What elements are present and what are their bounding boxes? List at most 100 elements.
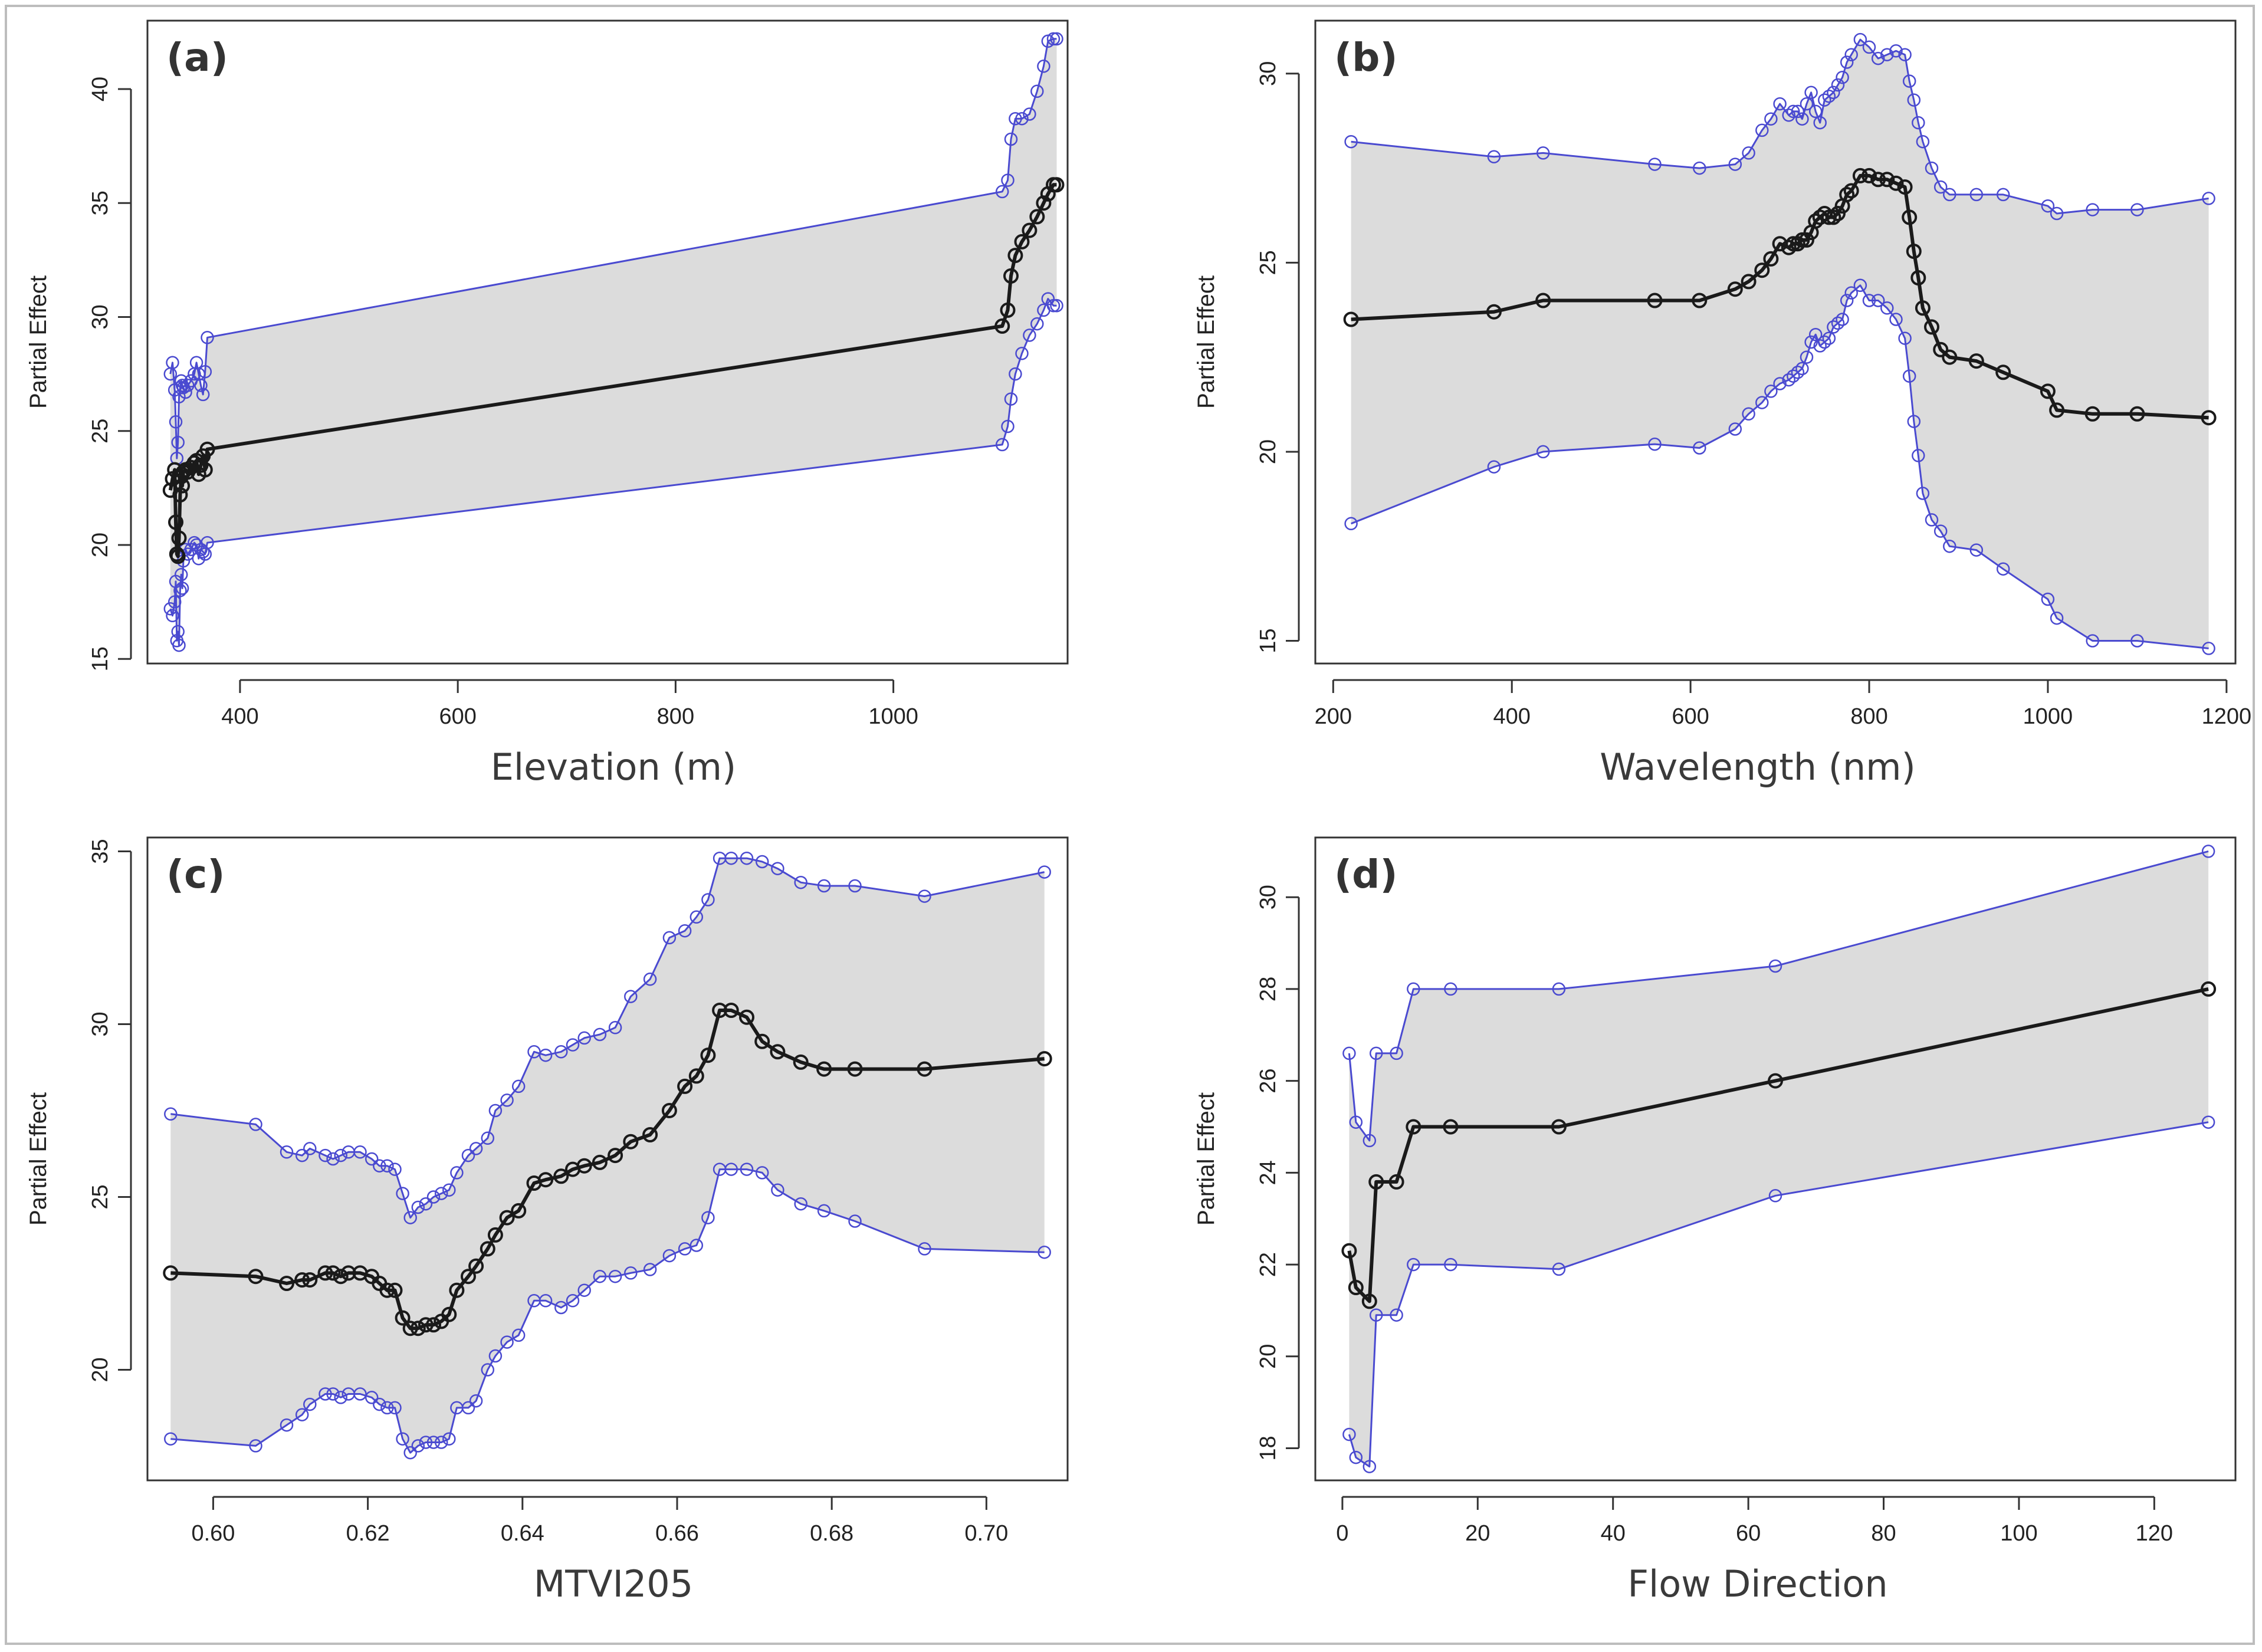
panel-a-upper-point (1009, 111, 1022, 126)
panel-a-upper-point (1050, 32, 1063, 46)
panel-c-x-tick-label: 0.70 (964, 1521, 1008, 1546)
panel-b-mean-point (1839, 186, 1855, 202)
panel-a-mean-point (199, 441, 215, 457)
panel-c-y-tick-label: 30 (88, 1011, 113, 1036)
panel-c-mean-point (441, 1306, 457, 1322)
panel-b-mean-point (1888, 175, 1904, 191)
panel-a-lower-point (1046, 298, 1061, 313)
panel-a-lower-point (171, 625, 185, 639)
panel-a-xlabel: Elevation (m) (491, 745, 736, 789)
panel-d-mean-point (1361, 1293, 1377, 1309)
panel-c-upper-point (334, 1148, 347, 1162)
panel-b-lower-point (1898, 331, 1912, 345)
panel-b-x-tick-label: 400 (1493, 704, 1531, 729)
panel-c-mean-point (642, 1127, 658, 1142)
panel-c-upper-point (690, 910, 704, 924)
panel-d-upper-point (1407, 982, 1420, 996)
panel-c-mean-point (770, 1044, 786, 1060)
panel-b-lower-point (1818, 335, 1831, 349)
panel-c-lower-point (334, 1391, 347, 1404)
panel-a-lower-point (1015, 347, 1029, 360)
panel-a-lower-point (1030, 317, 1044, 331)
panel-d-x-tick-label: 100 (2000, 1521, 2037, 1546)
panel-a-band (170, 38, 1057, 646)
panel-b-mean-point (1754, 262, 1770, 278)
panel-d-lower-point (1407, 1257, 1420, 1272)
panel-b-mean-point (1785, 236, 1801, 252)
panel-a: (a) Elevation (m) Partial Effect 400 600 8… (25, 19, 1069, 789)
panel-c-lower-point (678, 1242, 692, 1256)
panel-b-y-tick-label: 15 (1256, 628, 1281, 653)
panel-c-upper-point (365, 1152, 379, 1166)
panel-b-upper-point (1907, 93, 1921, 107)
panel-a-label: (a) (166, 35, 228, 80)
panel-b-upper-point (1755, 123, 1769, 137)
panel-d-upper-point (1444, 982, 1457, 996)
panel-d-lower-point (1444, 1257, 1457, 1272)
panel-c-lower-point (577, 1283, 591, 1297)
panel-c-mean-point (426, 1317, 441, 1333)
panel-b-upper-point (1827, 86, 1840, 100)
panel-d-mean-point (1348, 1280, 1364, 1295)
panel-a-mean-point (172, 487, 188, 503)
panel-b-lower-point (1536, 445, 1550, 459)
panel-d-x-tick-label: 0 (1336, 1521, 1348, 1546)
panel-c-upper-point (303, 1142, 317, 1155)
panel-a-mean-point (1014, 234, 1030, 249)
panel-b-upper-point (1787, 104, 1800, 119)
panel-b-upper-point (1862, 40, 1876, 54)
panel-b-lower-point (1808, 327, 1823, 341)
panel-b-lower-point (1912, 449, 1925, 462)
panel-b-lower-point (1840, 294, 1854, 307)
panel-b-upper-point (1344, 134, 1358, 149)
panel-a-upper-point (1004, 132, 1018, 146)
panel-b-upper-point (1795, 112, 1809, 126)
panel-d-mean-point (1388, 1174, 1404, 1190)
panel-c-lower-point (755, 1166, 769, 1180)
panel-c-mean-point (418, 1317, 434, 1333)
panel-b-lower-point (1693, 441, 1706, 455)
panel-b-upper-point (1836, 70, 1849, 84)
panel-c-mean-point (410, 1321, 426, 1336)
panel-c-lower-point (419, 1436, 433, 1449)
panel-c-mean-point (553, 1168, 569, 1184)
panel-c-upper-point (319, 1148, 332, 1162)
panel-b-lower-point (1728, 422, 1742, 436)
panel-b-mean-point (1343, 311, 1359, 327)
panel-c-lower-point (608, 1269, 622, 1283)
panel-d-mean-point (1551, 1119, 1567, 1135)
panel-a-mean-point (193, 457, 209, 473)
panel-b-mean-point (1933, 341, 1949, 357)
panel-b-lower-point (1344, 517, 1358, 531)
panel-a-mean-point (994, 318, 1010, 334)
panel-c-x-tick-label: 0.68 (810, 1521, 853, 1546)
panel-a-upper-point (1001, 173, 1015, 187)
panel-c-upper-point (403, 1211, 417, 1224)
panel-c-mean-point (847, 1061, 863, 1077)
panel-b-mean-point (1924, 319, 1939, 335)
panel-c-mean-point (677, 1078, 693, 1094)
panel-d-x-tick-label: 80 (1871, 1521, 1896, 1546)
panel-c-lower-point (488, 1349, 503, 1363)
panel-c-upper-point (643, 973, 657, 986)
panel-b-lower-point (1844, 286, 1858, 300)
panel-d-xlabel: Flow Direction (1627, 1562, 1887, 1605)
panel-a-upper-point (1046, 32, 1061, 46)
panel-c-upper-point (566, 1038, 580, 1052)
panel-b-lower-point (2202, 642, 2215, 655)
panel-b-lower-point (1787, 369, 1800, 383)
panel-b-lower-point (1487, 460, 1501, 474)
panel-c-mean-point (499, 1210, 515, 1226)
panel-d-mean-point (2201, 981, 2217, 997)
panel-c-upper-point (771, 862, 784, 875)
panel-b-upper-point (1804, 86, 1818, 100)
panel-c-lower-point (295, 1408, 309, 1421)
panel-c-upper-point (701, 893, 715, 907)
panel-d-y-tick-label: 28 (1256, 977, 1281, 1001)
panel-a-lower-point (1050, 298, 1063, 313)
panel-c-mean-point (623, 1134, 639, 1149)
panel-c-mean-point (1036, 1051, 1052, 1067)
panel-c-upper-point (442, 1183, 456, 1197)
panel-c-lower-point (724, 1162, 738, 1176)
panel-c-ylabel: Partial Effect (25, 1092, 51, 1226)
